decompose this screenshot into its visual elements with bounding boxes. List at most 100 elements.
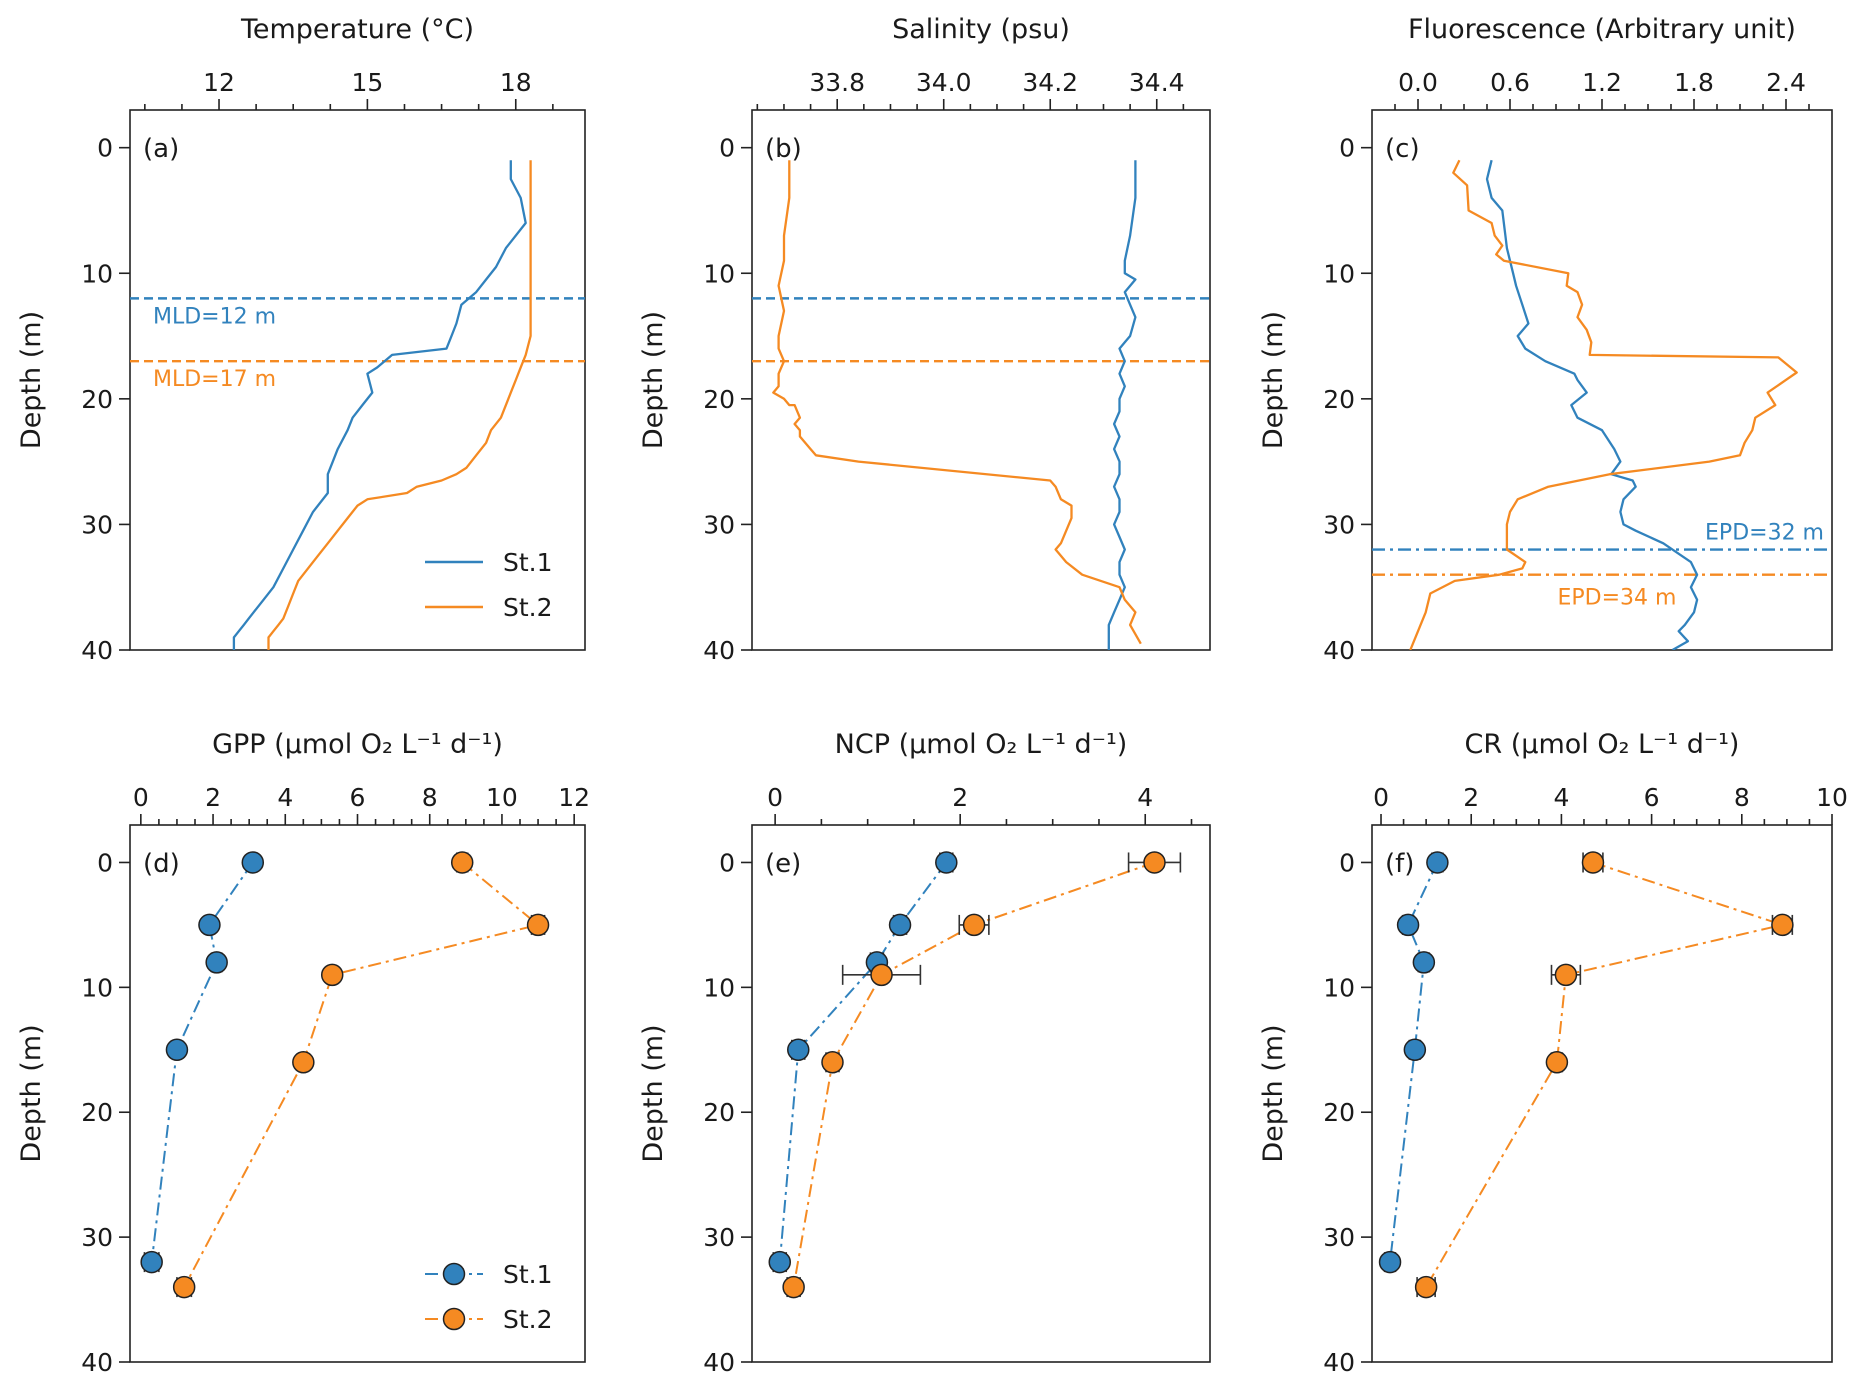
series-line-st1 bbox=[232, 160, 527, 650]
data-point bbox=[935, 851, 958, 874]
data-layer bbox=[752, 160, 1210, 650]
x-tick-label: 0 bbox=[1373, 783, 1389, 812]
y-tick-label: 40 bbox=[703, 1348, 735, 1377]
series-line-st2 bbox=[267, 160, 532, 650]
y-tick-label: 20 bbox=[703, 1098, 735, 1127]
panel-c: 0.0 0.6 1.2 1.8 2.4 0 10 20 30 40 Fluorescence (Ar… bbox=[1258, 14, 1833, 665]
legend-label: St.2 bbox=[503, 593, 553, 622]
plot-frame bbox=[751, 109, 1211, 651]
y-tick-label: 30 bbox=[703, 1223, 735, 1252]
data-point bbox=[1378, 1250, 1402, 1274]
panel-d: 0 2 4 6 8 10 12 0 10 20 30 40 GPP (µmol O₂ L⁻¹ d⁻¹) D… bbox=[16, 729, 590, 1377]
data-point bbox=[450, 851, 474, 874]
panel-label: (d) bbox=[143, 849, 180, 879]
x-tick-label: 6 bbox=[1644, 783, 1660, 812]
panel-b: 33.8 34.0 34.2 34.4 0 10 20 30 40 Salinity (psu) D… bbox=[638, 14, 1211, 665]
y-axis-title: Depth (m) bbox=[638, 311, 669, 449]
data-point bbox=[768, 1250, 792, 1274]
y-tick-label: 0 bbox=[97, 134, 113, 163]
legend-label: St.1 bbox=[503, 548, 553, 577]
y-axis-title: Depth (m) bbox=[16, 311, 47, 449]
data-point bbox=[140, 1250, 163, 1274]
x-tick-label: 10 bbox=[1816, 783, 1848, 812]
x-tick-label: 4 bbox=[1137, 783, 1153, 812]
legend-marker bbox=[442, 1262, 466, 1286]
x-tick-label: 18 bbox=[500, 68, 532, 97]
data-point bbox=[782, 1275, 805, 1299]
data-layer bbox=[130, 160, 585, 650]
x-tick-label: 2 bbox=[952, 783, 968, 812]
series-line-st2 bbox=[1409, 159, 1798, 650]
x-tick-label: 4 bbox=[1553, 783, 1569, 812]
data-point bbox=[292, 1051, 315, 1074]
y-tick-label: 10 bbox=[81, 973, 113, 1002]
panel-label: (e) bbox=[765, 849, 801, 879]
x-axis-title: Salinity (psu) bbox=[892, 14, 1070, 45]
x-tick-label: 12 bbox=[203, 68, 235, 97]
data-point bbox=[198, 913, 221, 937]
y-tick-label: 30 bbox=[81, 510, 113, 539]
y-tick-label: 10 bbox=[1323, 259, 1355, 288]
x-axis-title: Fluorescence (Arbitrary unit) bbox=[1408, 14, 1796, 45]
y-tick-label: 30 bbox=[1323, 510, 1355, 539]
y-tick-label: 10 bbox=[81, 259, 113, 288]
x-tick-label: 34.0 bbox=[916, 68, 972, 97]
x-axis-title: Temperature (°C) bbox=[240, 14, 474, 45]
x-tick-label: 0 bbox=[767, 783, 783, 812]
ref-line-label: EPD=34 m bbox=[1558, 586, 1677, 611]
panel-label: (b) bbox=[765, 134, 802, 164]
legend-label: St.2 bbox=[503, 1305, 553, 1334]
x-tick-label: 15 bbox=[351, 68, 383, 97]
series-line-st2 bbox=[772, 160, 1142, 645]
data-point bbox=[1414, 1275, 1438, 1299]
y-tick-label: 30 bbox=[1323, 1223, 1355, 1252]
y-tick-label: 40 bbox=[81, 636, 113, 665]
data-point bbox=[888, 913, 912, 937]
y-tick-label: 20 bbox=[81, 1098, 113, 1127]
panel-label: (c) bbox=[1385, 134, 1420, 164]
x-tick-label: 2.4 bbox=[1766, 68, 1806, 97]
x-tick-label: 2 bbox=[1463, 783, 1479, 812]
data-point bbox=[870, 963, 893, 987]
data-point bbox=[787, 1038, 810, 1062]
y-tick-label: 40 bbox=[81, 1348, 113, 1377]
x-tick-label: 1.8 bbox=[1674, 68, 1714, 97]
data-point bbox=[172, 1275, 196, 1299]
data-point bbox=[821, 1051, 844, 1074]
data-point bbox=[1554, 963, 1578, 987]
x-tick-label: 12 bbox=[558, 783, 590, 812]
y-tick-label: 40 bbox=[703, 636, 735, 665]
panel-label: (f) bbox=[1385, 849, 1414, 879]
y-tick-label: 30 bbox=[703, 510, 735, 539]
data-point bbox=[241, 851, 265, 874]
y-tick-label: 10 bbox=[703, 259, 735, 288]
y-tick-label: 0 bbox=[719, 848, 735, 877]
x-tick-label: 0.6 bbox=[1490, 68, 1530, 97]
y-tick-label: 30 bbox=[81, 1223, 113, 1252]
y-axis-title: Depth (m) bbox=[1258, 311, 1289, 449]
y-tick-label: 0 bbox=[97, 848, 113, 877]
data-point bbox=[962, 913, 986, 937]
y-tick-label: 0 bbox=[1339, 134, 1355, 163]
data-point bbox=[205, 951, 228, 974]
x-tick-label: 1.2 bbox=[1582, 68, 1622, 97]
data-point bbox=[165, 1038, 189, 1062]
y-tick-label: 0 bbox=[1339, 848, 1355, 877]
legend-marker bbox=[442, 1307, 466, 1331]
plot-frame bbox=[751, 824, 1211, 1363]
x-tick-label: 34.2 bbox=[1022, 68, 1078, 97]
plot-frame bbox=[1371, 824, 1833, 1363]
plot-frame bbox=[129, 109, 586, 651]
ref-line-label: MLD=12 m bbox=[153, 304, 276, 329]
data-point bbox=[1403, 1038, 1427, 1062]
data-point bbox=[1581, 851, 1605, 874]
x-tick-label: 6 bbox=[350, 783, 366, 812]
series-line-st2 bbox=[183, 861, 540, 1288]
panel-label: (a) bbox=[143, 134, 179, 164]
legend-label: St.1 bbox=[503, 1260, 553, 1289]
y-tick-label: 20 bbox=[703, 385, 735, 414]
y-axis-title: Depth (m) bbox=[1258, 1024, 1289, 1162]
x-tick-label: 2 bbox=[205, 783, 221, 812]
x-tick-label: 10 bbox=[486, 783, 518, 812]
